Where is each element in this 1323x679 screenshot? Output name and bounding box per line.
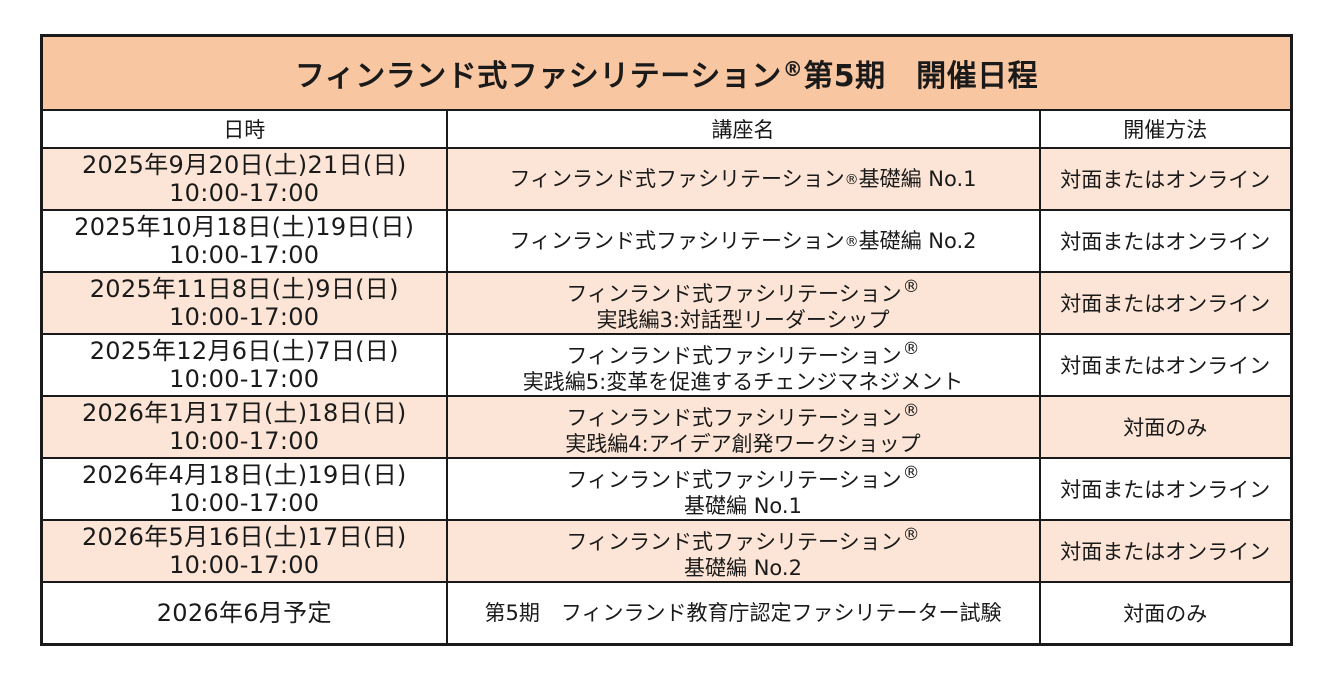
course-cell: フィンランド式ファシリテーション®基礎編 No.2 — [445, 209, 1041, 273]
course-line: フィンランド式ファシリテーション® — [452, 398, 1035, 431]
course-name: フィンランド式ファシリテーション — [509, 166, 845, 191]
course-cell: フィンランド式ファシリテーション®基礎編 No.1 — [445, 147, 1041, 211]
course-line: 第5期 フィンランド教育庁認定ファシリテーター試験 — [452, 600, 1035, 626]
date-cell: 2025年11日8日(土)9日(日) 10:00-17:00 — [40, 271, 448, 335]
table-row: 2026年4月18日(土)19日(日) 10:00-17:00 フィンランド式ファシ… — [40, 457, 1293, 521]
registered-mark: ® — [902, 276, 920, 297]
date-text: 2026年5月16日(土)17日(日) — [81, 523, 407, 551]
registered-mark: ® — [902, 462, 920, 483]
course-subtitle: 実践編4:アイデア創発ワークショップ — [565, 431, 921, 456]
method-cell: 対面またはオンライン — [1038, 333, 1293, 397]
table-row: 2026年1月17日(土)18日(日) 10:00-17:00 フィンランド式ファシ… — [40, 395, 1293, 459]
registered-mark: ® — [844, 171, 859, 188]
time-text: 10:00-17:00 — [169, 241, 320, 269]
registered-mark: ® — [844, 233, 859, 250]
header-datetime: 日時 — [40, 109, 448, 149]
date-cell: 2025年9月20日(土)21日(日) 10:00-17:00 — [40, 147, 448, 211]
course-line: フィンランド式ファシリテーション® — [452, 336, 1035, 369]
table-row: 2025年9月20日(土)21日(日) 10:00-17:00 フィンランド式ファシ… — [40, 147, 1293, 211]
course-name: フィンランド式ファシリテーション — [566, 467, 902, 492]
course-cell: フィンランド式ファシリテーション® 実践編3:対話型リーダーシップ — [445, 271, 1041, 335]
method-cell: 対面またはオンライン — [1038, 209, 1293, 273]
title-main: フィンランド式ファシリテーション — [294, 59, 782, 94]
method-cell: 対面またはオンライン — [1038, 457, 1293, 521]
course-level: 基礎編 No.1 — [858, 166, 977, 191]
table-row: 2025年12月6日(土)7日(日) 10:00-17:00 フィンランド式ファシリ… — [40, 333, 1293, 397]
course-cell: フィンランド式ファシリテーション®基礎編 No.2 — [445, 519, 1041, 583]
course-line: フィンランド式ファシリテーション® — [452, 522, 1035, 555]
time-text: 10:00-17:00 — [169, 303, 320, 331]
date-text: 2026年4月18日(土)19日(日) — [81, 461, 407, 489]
schedule-sheet: フィンランド式ファシリテーション®第5期 開催日程 日時 講座名 開催方法 20… — [40, 34, 1294, 646]
date-cell: 2026年4月18日(土)19日(日) 10:00-17:00 — [40, 457, 448, 521]
course-name: 第5期 フィンランド教育庁認定ファシリテーター試験 — [484, 601, 1002, 625]
date-text: 2025年12月6日(土)7日(日) — [89, 337, 399, 365]
method-cell: 対面のみ — [1038, 395, 1293, 459]
header-row: 日時 講座名 開催方法 — [40, 109, 1293, 149]
time-text: 10:00-17:00 — [169, 489, 320, 517]
date-cell: 2025年10月18日(土)19日(日) 10:00-17:00 — [40, 209, 448, 273]
course-subtitle: 基礎編 No.1 — [684, 493, 802, 518]
course-cell: 第5期 フィンランド教育庁認定ファシリテーター試験 — [445, 581, 1041, 646]
course-name: フィンランド式ファシリテーション — [566, 343, 902, 368]
method-cell: 対面またはオンライン — [1038, 147, 1293, 211]
course-line: フィンランド式ファシリテーション® — [452, 274, 1035, 307]
table-row: 2026年6月予定 第5期 フィンランド教育庁認定ファシリテーター試験 対面のみ — [40, 581, 1293, 646]
course-cell: フィンランド式ファシリテーション®基礎編 No.1 — [445, 457, 1041, 521]
course-subtitle: 実践編3:対話型リーダーシップ — [596, 307, 890, 332]
method-cell: 対面のみ — [1038, 581, 1293, 646]
time-text: 10:00-17:00 — [169, 551, 320, 579]
course-name: フィンランド式ファシリテーション — [566, 281, 902, 306]
title-suffix: 第5期 開催日程 — [803, 59, 1039, 94]
course-name: フィンランド式ファシリテーション — [566, 405, 902, 430]
date-text: 2025年9月20日(土)21日(日) — [81, 151, 407, 179]
course-name: フィンランド式ファシリテーション — [566, 529, 902, 554]
date-text: 2025年11日8日(土)9日(日) — [89, 275, 399, 303]
course-name: フィンランド式ファシリテーション — [509, 228, 845, 253]
course-subtitle: 実践編5:変革を促進するチェンジマネジメント — [522, 369, 964, 394]
header-method: 開催方法 — [1038, 109, 1293, 149]
course-line: フィンランド式ファシリテーション® — [452, 460, 1035, 493]
date-text: 2026年6月予定 — [156, 599, 332, 627]
page-title: フィンランド式ファシリテーション®第5期 開催日程 — [40, 34, 1293, 111]
title-registered-mark: ® — [782, 57, 804, 81]
date-cell: 2026年1月17日(土)18日(日) 10:00-17:00 — [40, 395, 448, 459]
date-cell: 2026年5月16日(土)17日(日) 10:00-17:00 — [40, 519, 448, 583]
method-cell: 対面またはオンライン — [1038, 271, 1293, 335]
table-row: 2026年5月16日(土)17日(日) 10:00-17:00 フィンランド式ファシ… — [40, 519, 1293, 583]
date-cell: 2026年6月予定 — [40, 581, 448, 646]
course-cell: フィンランド式ファシリテーション® 実践編4:アイデア創発ワークショップ — [445, 395, 1041, 459]
date-text: 2026年1月17日(土)18日(日) — [81, 399, 407, 427]
course-cell: フィンランド式ファシリテーション® 実践編5:変革を促進するチェンジマネジメント — [445, 333, 1041, 397]
time-text: 10:00-17:00 — [169, 427, 320, 455]
time-text: 10:00-17:00 — [169, 179, 320, 207]
schedule-table: フィンランド式ファシリテーション®第5期 開催日程 日時 講座名 開催方法 20… — [40, 34, 1294, 646]
table-row: 2025年10月18日(土)19日(日) 10:00-17:00 フィンランド式ファ… — [40, 209, 1293, 273]
course-subtitle: 基礎編 No.2 — [684, 555, 802, 580]
table-row: 2025年11日8日(土)9日(日) 10:00-17:00 フィンランド式ファシリ… — [40, 271, 1293, 335]
date-cell: 2025年12月6日(土)7日(日) 10:00-17:00 — [40, 333, 448, 397]
date-text: 2025年10月18日(土)19日(日) — [74, 213, 415, 241]
registered-mark: ® — [902, 338, 920, 359]
course-line: フィンランド式ファシリテーション®基礎編 No.2 — [452, 228, 1035, 255]
method-cell: 対面またはオンライン — [1038, 519, 1293, 583]
course-line: フィンランド式ファシリテーション®基礎編 No.1 — [452, 166, 1035, 193]
registered-mark: ® — [902, 400, 920, 421]
course-level: 基礎編 No.2 — [858, 228, 977, 253]
time-text: 10:00-17:00 — [169, 365, 320, 393]
header-course: 講座名 — [445, 109, 1041, 149]
registered-mark: ® — [902, 524, 920, 545]
